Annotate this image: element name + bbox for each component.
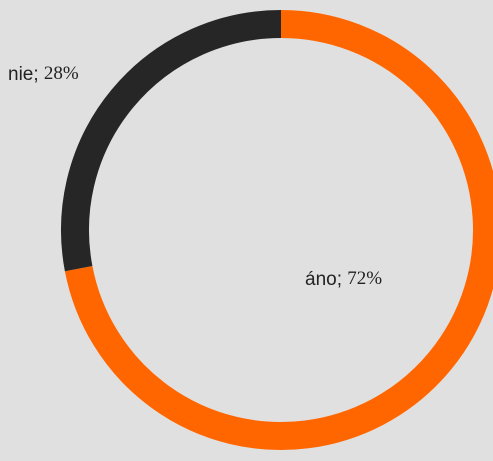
- label-separator: ;: [33, 64, 44, 85]
- label-value: 72%: [347, 268, 382, 289]
- data-label: nie; 28%: [8, 63, 79, 85]
- donut-segment: [64, 10, 493, 450]
- label-name: nie: [8, 64, 33, 85]
- donut-segment: [61, 10, 282, 272]
- label-value: 28%: [44, 63, 79, 84]
- label-name: áno: [305, 269, 337, 290]
- label-separator: ;: [337, 269, 348, 290]
- data-label: áno; 72%: [305, 268, 382, 290]
